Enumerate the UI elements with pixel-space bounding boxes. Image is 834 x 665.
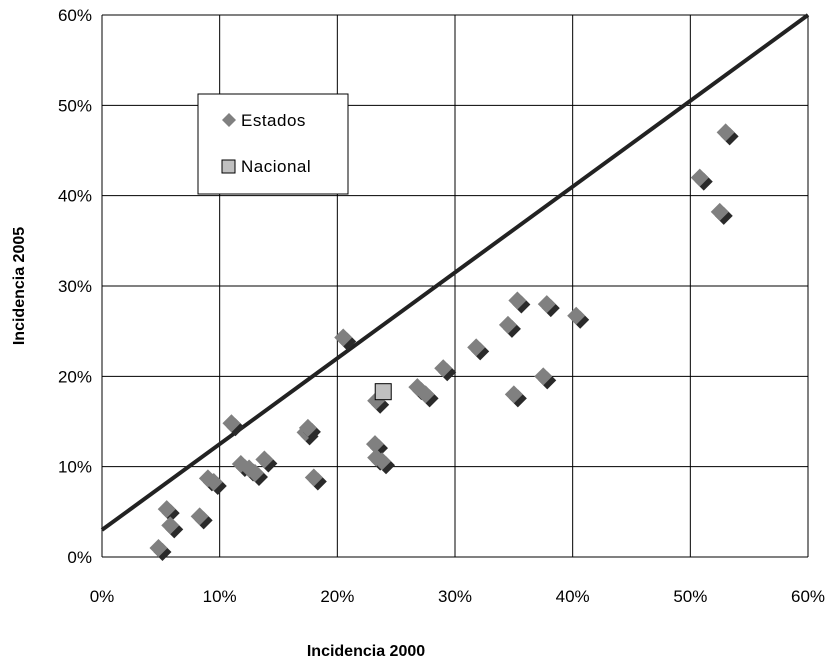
data-point-marker [434, 359, 453, 378]
y-axis-title: Incidencia 2005 [11, 227, 28, 345]
data-point-marker [298, 418, 317, 437]
data-point-estados [304, 468, 327, 491]
data-point-marker [416, 385, 435, 404]
y-tick-label: 60% [58, 6, 92, 25]
legend-marker-nacional [221, 159, 236, 174]
data-point-marker [255, 450, 274, 469]
x-tick-label: 20% [320, 587, 354, 606]
data-point-marker [716, 123, 735, 142]
data-point-estados [416, 385, 439, 408]
x-axis-title: Incidencia 2000 [307, 643, 425, 660]
data-point-estados [161, 516, 184, 539]
data-point-estados [298, 418, 321, 441]
legend-marker-estados [222, 113, 236, 127]
y-tick-label: 50% [58, 96, 92, 115]
x-tick-label: 0% [90, 587, 115, 606]
legend-box [197, 93, 349, 195]
data-point-estados [222, 414, 245, 437]
y-tick-label: 20% [58, 367, 92, 386]
data-point-estados [334, 328, 357, 351]
data-point-marker [161, 516, 180, 535]
data-point-marker [245, 463, 264, 482]
data-point-estados [157, 500, 180, 523]
data-point-estados [204, 473, 227, 496]
data-point-marker [304, 468, 323, 487]
legend-label-estados: Estados [241, 111, 306, 130]
data-point-estados [255, 450, 278, 473]
data-point-estados [534, 367, 557, 390]
data-point-marker [157, 500, 176, 519]
data-point-marker [504, 385, 523, 404]
data-point-estados [190, 507, 213, 530]
legend: Estados Nacional [197, 93, 349, 195]
data-point-estados [434, 359, 457, 382]
data-point-marker [534, 367, 553, 386]
data-point-estados [537, 295, 560, 318]
data-point-marker [498, 315, 517, 334]
data-point-estados [149, 538, 172, 561]
data-point-estados [373, 452, 396, 475]
data-point-estados [498, 315, 521, 338]
grid [101, 14, 809, 558]
data-point-marker [567, 306, 586, 325]
data-point-marker [537, 295, 556, 314]
data-point-marker [373, 452, 392, 471]
x-tick-label: 40% [556, 587, 590, 606]
y-tick-label: 0% [67, 548, 92, 567]
x-tick-label: 60% [791, 587, 825, 606]
reference-line [100, 13, 810, 532]
x-axis-ticks: 0% 10% 20% 30% 40% 50% 60% [90, 587, 825, 606]
data-point-estados [567, 306, 590, 329]
data-point-estados [504, 385, 527, 408]
data-point-estados [245, 463, 268, 486]
data-point-marker [508, 291, 527, 310]
data-point-marker [204, 473, 223, 492]
data-point-marker [240, 459, 259, 478]
data-point-marker [222, 414, 241, 433]
data-point-marker [690, 168, 709, 187]
data-point-marker [710, 202, 729, 221]
data-point-marker [365, 435, 384, 454]
data-point-estados [508, 291, 531, 314]
x-tick-label: 50% [673, 587, 707, 606]
data-point-marker [334, 328, 353, 347]
data-point-marker [190, 507, 209, 526]
x-tick-label: 30% [438, 587, 472, 606]
data-points [149, 123, 739, 561]
data-point-nacional [374, 383, 392, 401]
data-point-estados [710, 202, 733, 225]
x-tick-label: 10% [203, 587, 237, 606]
legend-label-nacional: Nacional [241, 157, 311, 176]
y-tick-label: 40% [58, 187, 92, 206]
data-point-marker [467, 338, 486, 357]
data-point-marker [149, 538, 168, 557]
y-tick-label: 10% [58, 458, 92, 477]
data-point-estados [467, 338, 490, 361]
data-point-estados [716, 123, 739, 146]
y-axis-ticks: 0% 10% 20% 30% 40% 50% 60% [58, 6, 92, 567]
data-point-estados [690, 168, 713, 191]
y-tick-label: 30% [58, 277, 92, 296]
